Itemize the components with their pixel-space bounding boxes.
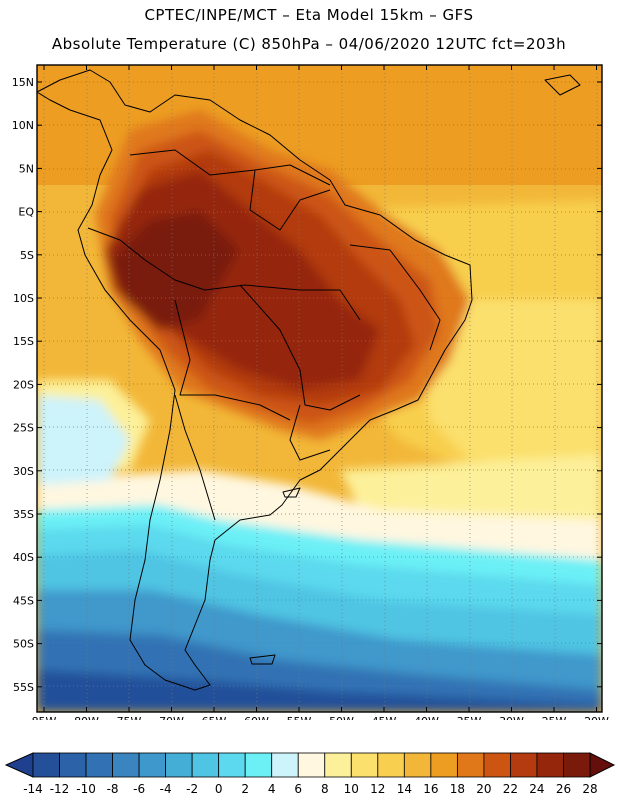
- colorbar-swatch: [112, 752, 140, 778]
- lat-label: 10S: [13, 292, 34, 305]
- lat-label: 15N: [12, 76, 34, 89]
- colorbar-tick-label: 4: [268, 782, 276, 796]
- lon-label: 20W: [584, 715, 609, 720]
- colorbar-swatch: [297, 752, 326, 778]
- temperature-map: 15N 10N 5N EQ 5S 10S 15S 20S 25S 30S 35S 40S 45S 50S 5…: [12, 64, 609, 720]
- colorbar-tick-label: 18: [450, 782, 465, 796]
- colorbar-swatch: [350, 752, 379, 778]
- lon-label: 50W: [329, 715, 354, 720]
- colorbar-swatch: [59, 752, 87, 778]
- colorbar-swatch: [563, 752, 591, 778]
- colorbar-swatch: [218, 752, 246, 778]
- colorbar-tick-label: 14: [397, 782, 412, 796]
- lat-label: 55S: [13, 681, 34, 694]
- lon-label: 65W: [202, 715, 227, 720]
- colorbar-tick-label: -10: [76, 782, 96, 796]
- lon-label: 70W: [159, 715, 184, 720]
- lon-label: 40W: [414, 715, 439, 720]
- colorbar-tick-label: 26: [556, 782, 571, 796]
- colorbar-swatch: [324, 752, 352, 778]
- colorbar-tick-label: 6: [294, 782, 302, 796]
- colorbar-tick-label: -4: [160, 782, 172, 796]
- colorbar-swatch: [430, 752, 458, 778]
- colorbar-tick-label: -14: [23, 782, 43, 796]
- colorbar-swatch: [536, 752, 564, 778]
- colorbar-swatch: [456, 752, 485, 778]
- colorbar-tick-label: 10: [344, 782, 359, 796]
- lat-label: 30S: [13, 465, 34, 478]
- colorbar-arrow-high: [589, 752, 616, 778]
- lat-label: 20S: [13, 378, 34, 391]
- colorbar-tick-label: 20: [476, 782, 491, 796]
- lon-label: 35W: [457, 715, 482, 720]
- lat-label: 15S: [13, 335, 34, 348]
- colorbar-tick-label: 12: [370, 782, 385, 796]
- colorbar-swatch: [138, 752, 167, 778]
- colorbar-swatch: [483, 752, 511, 778]
- lon-label: 75W: [117, 715, 142, 720]
- map-frame: [36, 64, 603, 713]
- lon-label: 60W: [244, 715, 269, 720]
- lat-label: 40S: [13, 551, 34, 564]
- colorbar-tick-label: 24: [529, 782, 544, 796]
- temperature-field: [37, 65, 602, 712]
- colorbar-tick-label: -2: [186, 782, 198, 796]
- colorbar-tick-label: -12: [50, 782, 70, 796]
- colorbar-tick-label: 0: [215, 782, 223, 796]
- colorbar-swatch: [377, 752, 405, 778]
- lat-label: 25S: [13, 422, 34, 435]
- lon-label: 25W: [542, 715, 567, 720]
- lat-label: 5N: [19, 162, 34, 175]
- lat-label: 35S: [13, 508, 34, 521]
- lat-label: 10N: [12, 119, 34, 132]
- coastlines: [37, 69, 581, 691]
- lat-label: 50S: [13, 638, 34, 651]
- latitude-labels: 15N 10N 5N EQ 5S 10S 15S 20S 25S 30S 35S 40S 45S 50S 5…: [12, 76, 602, 694]
- colorbar-tick-label: 28: [582, 782, 597, 796]
- lon-label: 80W: [74, 715, 99, 720]
- colorbar-tick-label: 8: [321, 782, 329, 796]
- colorbar-swatch: [510, 752, 538, 778]
- lon-label: 55W: [287, 715, 312, 720]
- colorbar-tick-label: 22: [503, 782, 518, 796]
- colorbar-swatch: [191, 752, 220, 778]
- lon-label: 30W: [499, 715, 524, 720]
- lon-label: 45W: [372, 715, 397, 720]
- lat-label: 5S: [20, 249, 34, 262]
- colorbar-swatch: [32, 752, 60, 778]
- colorbar-swatch: [244, 752, 273, 778]
- colorbar-swatch: [165, 752, 193, 778]
- map-title-line-1: CPTEC/INPE/MCT – Eta Model 15km – GFS: [144, 6, 474, 24]
- lat-label: EQ: [18, 206, 34, 219]
- colorbar-tick-label: 2: [241, 782, 249, 796]
- colorbar-tick-label: 16: [423, 782, 438, 796]
- map-title-line-2: Absolute Temperature (C) 850hPa – 04/06/…: [51, 35, 567, 53]
- colorbar-swatch: [85, 752, 113, 778]
- colorbar-swatch: [403, 752, 432, 778]
- colorbar-tick-label: -8: [107, 782, 119, 796]
- lon-label: 85W: [32, 715, 57, 720]
- colorbar-swatch: [271, 752, 299, 778]
- colorbar-tick-label: -6: [133, 782, 145, 796]
- longitude-labels: 85W 80W 75W 70W 65W 60W 55W 50W 45W 40W 35W 30W 25W 2…: [32, 65, 609, 720]
- colorbar-arrow-low: [4, 752, 34, 778]
- lat-label: 45S: [13, 594, 34, 607]
